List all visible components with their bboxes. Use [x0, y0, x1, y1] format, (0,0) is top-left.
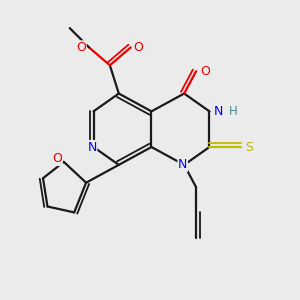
Text: S: S [245, 140, 253, 154]
Text: O: O [52, 152, 62, 165]
Text: O: O [134, 41, 143, 54]
Text: O: O [76, 41, 86, 54]
Text: N: N [87, 140, 97, 154]
Text: N: N [178, 158, 188, 171]
Text: H: H [229, 105, 238, 118]
Text: N: N [214, 105, 223, 118]
Text: O: O [200, 65, 210, 78]
